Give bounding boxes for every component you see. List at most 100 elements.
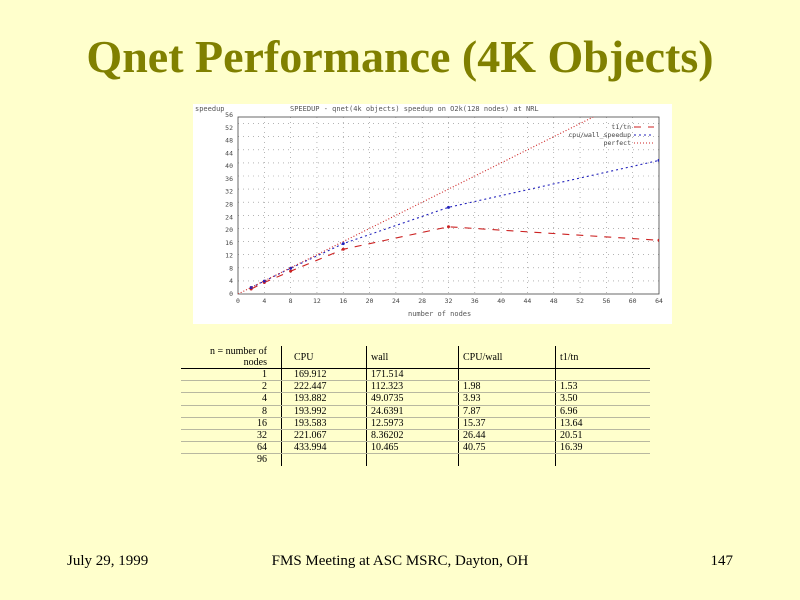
- table-cell-n: 1: [181, 368, 282, 382]
- table-row: 2 222.447 112.323 1.98 1.53: [181, 380, 650, 394]
- table-cell-cpu: 222.447: [281, 380, 367, 394]
- table-cell-wall: [366, 453, 459, 466]
- footer-event: FMS Meeting at ASC MSRC, Dayton, OH: [271, 553, 529, 569]
- x-tick-label: 12: [313, 297, 321, 305]
- y-tick-label: 12: [225, 252, 233, 260]
- data-point: [657, 158, 659, 162]
- slide-title: Qnet Performance (4K Objects): [86, 31, 714, 82]
- table-cell-cpu: 169.912: [281, 368, 367, 382]
- y-tick-label: 48: [225, 137, 233, 145]
- table-cell-n: 16: [181, 417, 282, 430]
- chart-ylabel: speedup: [195, 105, 225, 113]
- table-row: 1 169.912 171.514: [181, 368, 650, 382]
- page-number: 147: [710, 553, 734, 569]
- y-tick-label: 28: [225, 201, 233, 209]
- data-point: [657, 238, 659, 242]
- data-point: [341, 247, 345, 251]
- table-cell-wall: 171.514: [366, 368, 459, 382]
- x-tick-label: 32: [445, 297, 453, 305]
- legend-label: perfect: [604, 139, 631, 147]
- table-cell-n: 96: [257, 454, 267, 466]
- x-tick-label: 16: [339, 297, 347, 305]
- y-tick-label: 0: [229, 290, 233, 298]
- table-cell-t1: 16.39: [555, 441, 650, 455]
- table-cell-cpu: [281, 453, 367, 466]
- table-cell-t1: [555, 368, 650, 382]
- speedup-chart: speedup SPEEDUP - qnet(4k objects) speed…: [193, 104, 672, 324]
- table-row: 64 433.994 10.465 40.75 16.39: [181, 441, 650, 455]
- y-tick-label: 8: [229, 264, 233, 272]
- x-tick-label: 60: [629, 297, 637, 305]
- footer-date: July 29, 1999: [67, 553, 149, 569]
- x-tick-label: 28: [418, 297, 426, 305]
- table-row: 8 193.992 24.6391 7.87 6.96: [181, 405, 650, 418]
- header-cpu-wall: CPU/wall: [458, 346, 556, 369]
- y-tick-label: 44: [225, 149, 233, 157]
- x-tick-label: 20: [366, 297, 374, 305]
- table-cell-wall: 12.5973: [366, 417, 459, 430]
- series-line-2: [238, 117, 595, 294]
- table-cell-ratio: 3.93: [458, 392, 556, 406]
- table-cell-wall: 24.6391: [366, 405, 459, 418]
- table-cell-ratio: 7.87: [458, 405, 556, 418]
- table-cell-n: 4: [181, 392, 282, 406]
- table-cell-wall: 112.323: [366, 380, 459, 394]
- x-tick-label: 40: [497, 297, 505, 305]
- table-cell-n: 2: [181, 380, 282, 394]
- y-tick-label: 40: [225, 162, 233, 170]
- table-row: 16 193.583 12.5973 15.37 13.64: [181, 417, 650, 430]
- table-cell-cpu: 433.994: [281, 441, 367, 455]
- table-cell-ratio: [458, 453, 556, 466]
- header-nodes: n = number of nodes: [181, 346, 282, 369]
- table-cell-n: 8: [181, 405, 282, 418]
- table-cell-cpu: 221.067: [281, 429, 367, 443]
- header-t1-tn: t1/tn: [555, 346, 650, 369]
- table-cell-ratio: 40.75: [458, 441, 556, 455]
- y-tick-label: 16: [225, 239, 233, 247]
- x-tick-label: 36: [471, 297, 479, 305]
- table-cell-cpu: 193.882: [281, 392, 367, 406]
- x-tick-label: 48: [550, 297, 558, 305]
- table-cell-t1: [555, 453, 650, 466]
- x-tick-label: 8: [289, 297, 293, 305]
- x-tick-label: 24: [392, 297, 400, 305]
- x-tick-label: 64: [655, 297, 663, 305]
- x-tick-label: 4: [262, 297, 266, 305]
- x-tick-label: 56: [602, 297, 610, 305]
- table-cell-ratio: 15.37: [458, 417, 556, 430]
- series-line-0: [250, 226, 659, 290]
- y-tick-label: 20: [225, 226, 233, 234]
- table-cell-n: 32: [181, 429, 282, 443]
- table-cell-wall: 8.36202: [366, 429, 459, 443]
- data-point: [341, 242, 345, 246]
- table-cell-ratio: [458, 368, 556, 382]
- data-point: [289, 269, 293, 273]
- legend-label: cpu/wall_speedup: [568, 131, 631, 139]
- table-row: 96: [181, 453, 650, 466]
- table-cell-wall: 10.465: [366, 441, 459, 455]
- table-cell-t1: 13.64: [555, 417, 650, 430]
- performance-table: n = number of nodes CPU wall CPU/wall t1…: [181, 346, 650, 466]
- table-cell-t1: 3.50: [555, 392, 650, 406]
- y-tick-label: 32: [225, 188, 233, 196]
- table-cell-cpu: 193.583: [281, 417, 367, 430]
- y-tick-label: 36: [225, 175, 233, 183]
- x-tick-label: 44: [524, 297, 532, 305]
- plot-frame: [237, 116, 660, 295]
- legend-label: t1/tn: [611, 123, 631, 131]
- data-point: [447, 225, 450, 229]
- x-tick-label: 52: [576, 297, 584, 305]
- table-cell-ratio: 1.98: [458, 380, 556, 394]
- y-tick-label: 24: [225, 213, 233, 221]
- table-cell-t1: 6.96: [555, 405, 650, 418]
- table-cell-t1: 20.51: [555, 429, 650, 443]
- y-tick-label: 56: [225, 111, 233, 119]
- y-tick-label: 52: [225, 124, 233, 132]
- data-point: [447, 205, 450, 209]
- table-cell-n: 64: [181, 441, 282, 455]
- table-row: 32 221.067 8.36202 26.44 20.51: [181, 429, 650, 443]
- table-cell-cpu: 193.992: [281, 405, 367, 418]
- data-point: [289, 266, 293, 270]
- header-wall: wall: [366, 346, 459, 369]
- table-row: 4 193.882 49.0735 3.93 3.50: [181, 392, 650, 406]
